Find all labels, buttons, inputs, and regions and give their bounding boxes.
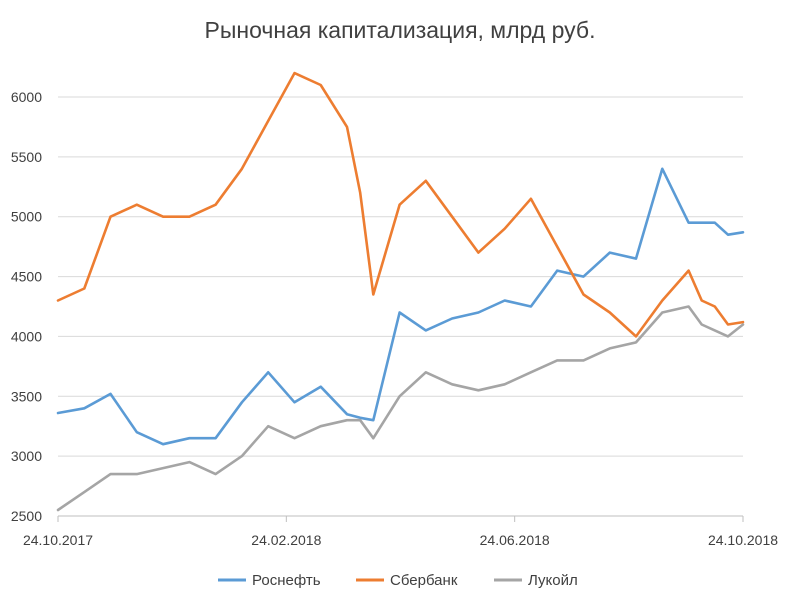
series-group <box>56 71 745 512</box>
legend-label: Сбербанк <box>390 572 458 589</box>
y-tick-label: 4000 <box>11 328 42 344</box>
y-tick-label: 4500 <box>11 269 42 285</box>
y-tick-label: 3000 <box>11 448 42 464</box>
legend-label: Лукойл <box>528 572 578 589</box>
legend-label: Роснефть <box>252 572 321 589</box>
y-tick-label: 5500 <box>11 149 42 165</box>
x-axis: 24.10.2017 24.02.2018 24.06.2018 24.10.2018 <box>23 515 778 548</box>
x-tick-label: 24.10.2017 <box>23 532 93 548</box>
x-tick-label: 24.06.2018 <box>480 532 550 548</box>
x-tick-label: 24.10.2018 <box>708 532 778 548</box>
y-tick-label: 2500 <box>11 508 42 524</box>
x-tick-label: 24.02.2018 <box>251 532 321 548</box>
y-axis: 2500 3000 3500 4000 4500 5000 5500 6000 <box>11 89 42 524</box>
legend: Роснефть Сбербанк Лукойл <box>218 572 578 589</box>
y-tick-label: 6000 <box>11 89 42 105</box>
grid <box>58 96 743 457</box>
series-line-1 <box>56 167 745 446</box>
chart-title: Рыночная капитализация, млрд руб. <box>205 17 596 43</box>
y-tick-label: 3500 <box>11 388 42 404</box>
series-line-3 <box>56 305 745 512</box>
y-tick-label: 5000 <box>11 209 42 225</box>
series-line-2 <box>56 71 745 338</box>
